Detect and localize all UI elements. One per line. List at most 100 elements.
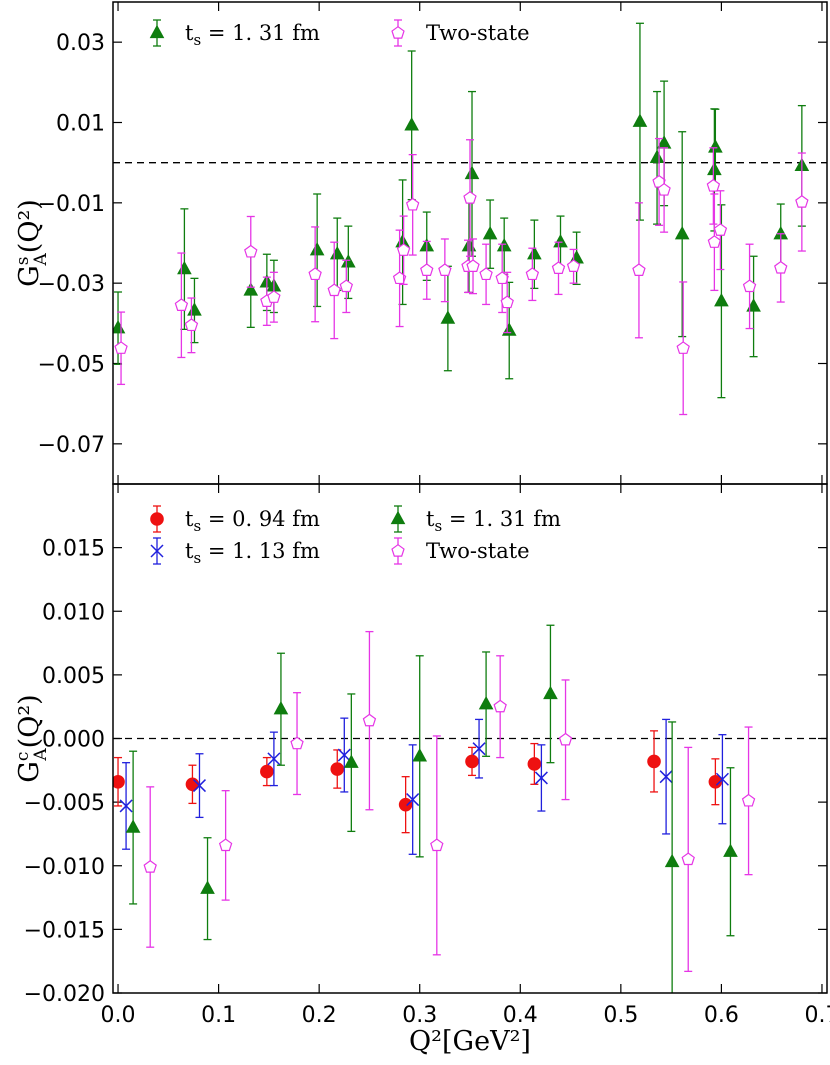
- data-point: [309, 241, 325, 256]
- data-point: [708, 774, 723, 789]
- x-tick-label: 0.7: [804, 1003, 830, 1028]
- y-tick-label: 0.015: [42, 537, 105, 562]
- legend-marker: [149, 24, 165, 39]
- data-point: [184, 318, 199, 332]
- data-point: [715, 772, 729, 786]
- y-tick-label: −0.020: [24, 982, 105, 1007]
- series-two-state: [143, 630, 756, 973]
- y-tick-label: −0.010: [24, 855, 105, 880]
- data-point: [566, 259, 581, 272]
- legend-label: ts = 1. 31 fm: [185, 21, 320, 49]
- data-point: [267, 752, 281, 766]
- x-tick-label: 0.4: [503, 1003, 538, 1028]
- data-point: [119, 799, 133, 813]
- y-tick-label: −0.03: [38, 272, 105, 297]
- series-t-s-1-13-fm: [119, 717, 729, 855]
- y-axis-title: GsA(Q²): [13, 199, 51, 287]
- data-point: [244, 244, 258, 258]
- data-point: [795, 194, 809, 208]
- data-point: [340, 254, 356, 268]
- data-point: [742, 279, 757, 293]
- data-point: [551, 261, 566, 274]
- data-point: [267, 290, 281, 303]
- data-point: [723, 843, 738, 857]
- legend-item: ts = 0. 94 fm: [150, 505, 320, 535]
- series-two-state: [114, 137, 809, 416]
- legend-marker: [391, 25, 405, 39]
- x-axis-title: Q²[GeV²]: [409, 1026, 531, 1057]
- data-point: [674, 225, 690, 240]
- y-tick-label: 0.000: [42, 728, 105, 753]
- data-point: [466, 259, 480, 272]
- data-point: [339, 279, 354, 293]
- data-point: [465, 754, 479, 769]
- data-point: [430, 838, 444, 852]
- data-point: [478, 695, 494, 710]
- data-point: [676, 341, 690, 354]
- x-tick-label: 0.5: [603, 1003, 638, 1028]
- data-point: [396, 243, 411, 256]
- data-point: [657, 182, 671, 196]
- data-point: [243, 282, 259, 296]
- x-tick-label: 0.2: [302, 1003, 337, 1028]
- legend-marker: [150, 512, 164, 526]
- data-point: [125, 819, 141, 833]
- data-point: [708, 139, 723, 153]
- data-point: [500, 295, 514, 309]
- data-point: [200, 880, 215, 894]
- y-tick-label: −0.01: [38, 192, 105, 217]
- y-tick-label: 0.010: [42, 600, 105, 625]
- data-point: [681, 852, 695, 866]
- data-point: [527, 246, 542, 260]
- data-point: [714, 292, 729, 307]
- data-point: [438, 263, 452, 277]
- plot-frame: [112, 483, 828, 994]
- data-point: [534, 771, 548, 785]
- data-point: [405, 197, 420, 211]
- y-tick-label: 0.01: [56, 112, 105, 137]
- x-tick-label: 0.3: [402, 1003, 437, 1028]
- data-point: [525, 267, 540, 281]
- data-point: [706, 178, 721, 192]
- legend-item: ts = 1. 31 fm: [149, 19, 320, 49]
- data-point: [327, 283, 341, 297]
- data-point: [406, 793, 420, 807]
- data-point: [330, 762, 345, 776]
- data-point: [114, 341, 128, 354]
- data-point: [464, 165, 480, 180]
- data-point: [404, 117, 419, 131]
- data-point: [420, 263, 434, 277]
- legend-marker: [390, 510, 406, 525]
- y-tick-label: 0.005: [42, 664, 105, 689]
- data-point: [113, 774, 125, 789]
- legend-label: ts = 0. 94 fm: [185, 507, 320, 535]
- data-point: [543, 685, 558, 700]
- data-point: [362, 713, 377, 727]
- legend-label: ts = 1. 31 fm: [426, 507, 561, 535]
- y-axis-title: GcA(Q²): [13, 694, 51, 782]
- data-point: [647, 754, 661, 769]
- data-point: [344, 754, 359, 768]
- data-point: [308, 267, 322, 281]
- data-point: [664, 853, 680, 868]
- legend: ts = 0. 94 fm ts = 1. 31 fm ts = 1. 13 fm T…: [150, 505, 561, 567]
- y-tick-label: −0.015: [24, 918, 105, 943]
- data-point: [632, 263, 646, 277]
- data-point: [741, 793, 756, 807]
- data-point: [527, 757, 542, 771]
- data-point: [632, 113, 648, 127]
- data-point: [707, 161, 722, 176]
- legend-item: Two-state: [391, 537, 530, 565]
- data-point: [463, 190, 477, 204]
- y-tick-label: 0.03: [56, 31, 105, 56]
- data-point: [472, 742, 486, 756]
- data-point: [774, 260, 788, 274]
- legend-label: Two-state: [426, 21, 530, 45]
- data-point: [496, 237, 512, 252]
- series-t-s-1-31-fm: [125, 624, 738, 993]
- data-point: [659, 770, 673, 784]
- legend-label: Two-state: [426, 539, 530, 563]
- x-tick-label: 0.1: [201, 1003, 236, 1028]
- legend-marker: [150, 544, 164, 558]
